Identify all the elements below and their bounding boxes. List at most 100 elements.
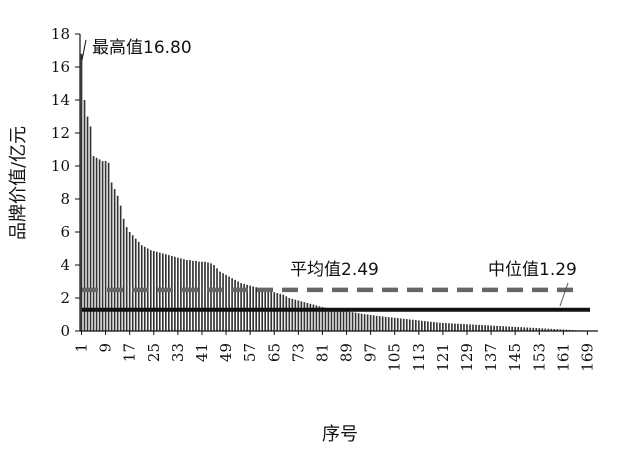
bar xyxy=(282,294,285,331)
bar xyxy=(565,329,568,331)
bar xyxy=(559,329,562,331)
bar xyxy=(336,309,339,331)
bar xyxy=(366,314,369,331)
bar xyxy=(484,325,486,331)
y-tick-label: 4 xyxy=(60,256,70,274)
y-tick-label: 16 xyxy=(51,58,70,76)
bar xyxy=(460,323,462,331)
x-tick-label: 97 xyxy=(362,343,380,362)
x-tick-label: 81 xyxy=(313,343,331,362)
bar xyxy=(541,328,544,331)
bar xyxy=(174,256,176,331)
y-axis-ticks: 0 2 4 6 8 10 12 14 16 18 xyxy=(51,25,80,340)
bar xyxy=(424,321,426,331)
bar xyxy=(243,283,245,331)
bar xyxy=(303,302,306,332)
bar xyxy=(276,293,279,331)
x-tick-label: 73 xyxy=(289,343,307,362)
bar xyxy=(137,241,140,331)
bar xyxy=(321,307,324,331)
bar xyxy=(342,310,345,331)
bar xyxy=(430,321,432,331)
bar xyxy=(544,328,547,331)
bar xyxy=(219,271,221,331)
x-tick-label: 49 xyxy=(217,343,235,362)
x-tick-label: 145 xyxy=(506,343,524,372)
bar xyxy=(523,327,526,331)
bar xyxy=(294,299,297,331)
bar xyxy=(417,320,420,331)
bar xyxy=(526,327,529,331)
bar xyxy=(547,328,550,331)
bar xyxy=(384,316,387,331)
bar xyxy=(89,126,92,332)
bar xyxy=(517,327,520,331)
bar xyxy=(131,235,134,331)
bar xyxy=(128,232,131,331)
bar xyxy=(466,324,468,331)
bar xyxy=(445,323,447,331)
bars-group xyxy=(80,53,598,332)
x-tick-label: 89 xyxy=(338,343,356,362)
bar xyxy=(98,159,101,331)
bar xyxy=(481,325,483,331)
bar xyxy=(177,257,179,331)
bar xyxy=(393,317,396,331)
bar xyxy=(152,250,155,331)
y-tick-label: 8 xyxy=(60,190,70,208)
bar xyxy=(216,268,218,331)
bar xyxy=(318,306,321,331)
x-tick-label: 57 xyxy=(241,343,259,362)
bar xyxy=(101,161,104,331)
bar xyxy=(538,328,541,331)
bar xyxy=(357,313,360,331)
bar xyxy=(475,324,477,331)
bar xyxy=(183,259,185,331)
bar xyxy=(408,319,411,331)
bar xyxy=(234,279,236,331)
bar xyxy=(351,312,354,331)
y-tick-label: 18 xyxy=(51,25,70,43)
bar xyxy=(83,100,86,331)
bar xyxy=(532,327,535,331)
bar xyxy=(514,326,517,332)
bar xyxy=(436,322,438,331)
x-tick-label: 105 xyxy=(386,343,404,372)
bar xyxy=(520,327,523,331)
bar xyxy=(228,276,230,331)
bar xyxy=(502,326,504,331)
bar xyxy=(297,300,300,331)
bar xyxy=(116,195,119,331)
bar xyxy=(463,324,465,331)
x-tick-label: 169 xyxy=(578,343,596,372)
bar xyxy=(168,255,170,331)
x-tick-label: 129 xyxy=(458,343,476,372)
x-tick-label: 9 xyxy=(97,343,115,353)
y-tick-label: 12 xyxy=(51,124,70,142)
bar xyxy=(427,321,429,331)
bar xyxy=(122,218,125,331)
y-tick-label: 10 xyxy=(51,157,70,175)
bar xyxy=(529,327,532,331)
bar xyxy=(451,323,453,331)
bar xyxy=(442,322,444,331)
bar xyxy=(448,323,450,331)
bar xyxy=(511,326,513,331)
bar xyxy=(291,298,294,331)
bar xyxy=(420,320,423,331)
bar xyxy=(86,116,89,331)
bar xyxy=(210,263,212,331)
bar xyxy=(171,255,173,331)
bar xyxy=(378,316,381,331)
bar xyxy=(396,318,399,331)
bar xyxy=(231,278,233,331)
median-value-leader-line xyxy=(559,282,569,307)
bar xyxy=(327,308,330,331)
y-tick-label: 14 xyxy=(51,91,70,109)
x-tick-label: 17 xyxy=(121,343,139,362)
bar xyxy=(333,309,336,331)
bar xyxy=(189,260,191,331)
bar xyxy=(149,250,152,331)
bar xyxy=(186,260,188,331)
